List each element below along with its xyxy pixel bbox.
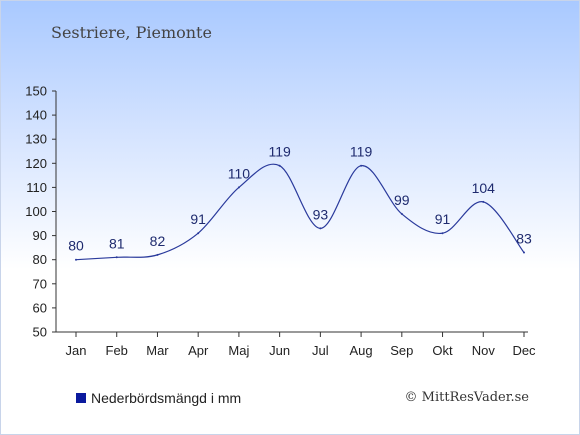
data-label: 91	[190, 211, 206, 227]
data-point	[237, 186, 240, 189]
y-tick-label: 90	[33, 228, 47, 243]
x-tick-label: Jul	[312, 343, 329, 358]
x-tick-label: Nov	[472, 343, 496, 358]
data-point	[441, 232, 444, 235]
data-point	[156, 253, 159, 256]
y-tick-label: 150	[25, 84, 47, 99]
data-label: 99	[394, 192, 410, 208]
legend: Nederbördsmängd i mm	[76, 390, 241, 406]
data-point	[115, 256, 118, 259]
y-tick-label: 130	[25, 132, 47, 147]
data-label: 104	[472, 180, 496, 196]
data-point	[319, 227, 322, 230]
x-tick-label: Maj	[228, 343, 249, 358]
data-point	[523, 251, 525, 254]
y-tick-label: 80	[33, 252, 47, 267]
legend-swatch	[76, 393, 86, 403]
series-line	[75, 163, 525, 261]
data-label: 82	[150, 233, 166, 249]
y-tick-label: 70	[33, 276, 47, 291]
y-tick-label: 60	[33, 300, 47, 315]
data-point	[482, 200, 485, 203]
x-tick-label: Feb	[106, 343, 128, 358]
copyright-text: © MittResVader.se	[404, 390, 529, 405]
y-tick-label: 140	[25, 108, 47, 123]
data-label: 80	[68, 238, 84, 254]
data-point	[278, 164, 281, 167]
x-tick-label: Mar	[146, 343, 169, 358]
y-tick-label: 100	[25, 204, 47, 219]
x-tick-label: Jan	[66, 343, 87, 358]
data-point	[360, 164, 363, 167]
x-tick-label: Aug	[350, 343, 373, 358]
y-tick-label: 120	[25, 156, 47, 171]
data-label: 81	[109, 235, 125, 251]
legend-label: Nederbördsmängd i mm	[91, 390, 242, 406]
y-tick-label: 50	[33, 325, 47, 340]
chart-title: Sestriere, Piemonte	[51, 23, 212, 42]
x-tick-label: Jun	[269, 343, 290, 358]
data-point	[75, 258, 77, 261]
data-label: 110	[228, 165, 251, 181]
data-label: 93	[313, 206, 329, 222]
data-label: 83	[516, 230, 532, 246]
data-point	[197, 232, 200, 235]
data-label: 91	[435, 211, 451, 227]
x-tick-label: Sep	[390, 343, 413, 358]
data-point	[400, 212, 403, 215]
x-tick-label: Apr	[188, 343, 209, 358]
data-label: 119	[268, 144, 291, 160]
x-tick-label: Okt	[432, 343, 453, 358]
x-tick-label: Dec	[512, 343, 536, 358]
data-label: 119	[350, 144, 373, 160]
y-tick-label: 110	[26, 180, 47, 195]
